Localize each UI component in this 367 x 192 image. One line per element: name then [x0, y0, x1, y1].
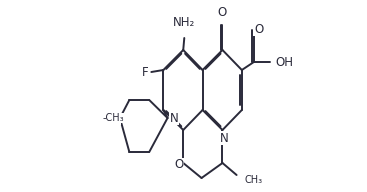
- Text: CH₃: CH₃: [245, 175, 263, 185]
- Text: -CH₃: -CH₃: [102, 113, 124, 123]
- Text: NH₂: NH₂: [173, 16, 195, 28]
- Text: F: F: [142, 65, 148, 79]
- Text: OH: OH: [275, 55, 293, 69]
- Text: O: O: [174, 159, 184, 171]
- Text: N: N: [170, 112, 178, 124]
- Text: O: O: [218, 6, 227, 19]
- Text: N: N: [112, 112, 121, 124]
- Text: O: O: [254, 22, 263, 36]
- Text: N: N: [219, 132, 228, 145]
